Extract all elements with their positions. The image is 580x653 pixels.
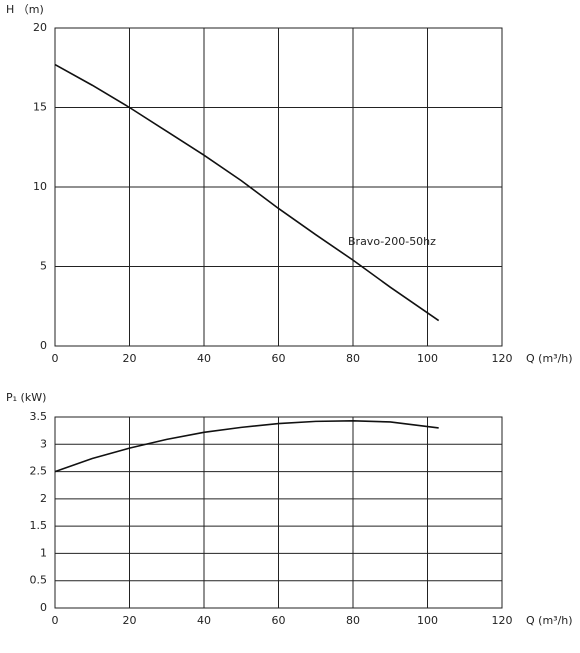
y-tick-label: 0 bbox=[40, 339, 47, 352]
x-tick-label: 80 bbox=[346, 352, 360, 365]
y-tick-label: 20 bbox=[33, 21, 47, 34]
y-tick-label: 0.5 bbox=[30, 574, 48, 587]
y-axis-label: P₁ (kW) bbox=[6, 391, 46, 404]
x-axis-label: Q (m³/h) bbox=[526, 614, 573, 627]
y-tick-label: 3 bbox=[40, 437, 47, 450]
x-tick-label: 60 bbox=[272, 614, 286, 627]
y-tick-label: 2.5 bbox=[30, 465, 48, 478]
series-label: Bravo-200-50hz bbox=[348, 235, 436, 248]
x-tick-label: 80 bbox=[346, 614, 360, 627]
x-tick-label: 120 bbox=[492, 614, 513, 627]
x-tick-label: 100 bbox=[417, 614, 438, 627]
x-axis-label: Q (m³/h) bbox=[526, 352, 573, 365]
y-tick-label: 15 bbox=[33, 101, 47, 114]
y-tick-label: 1 bbox=[40, 546, 47, 559]
data-line bbox=[54, 63, 440, 322]
y-tick-label: 0 bbox=[40, 601, 47, 614]
x-tick-label: 20 bbox=[123, 352, 137, 365]
y-tick-label: 3.5 bbox=[30, 410, 48, 423]
y-tick-label: 2 bbox=[40, 492, 47, 505]
x-tick-label: 20 bbox=[123, 614, 137, 627]
y-tick-label: 5 bbox=[40, 260, 47, 273]
x-tick-label: 0 bbox=[52, 352, 59, 365]
x-tick-label: 40 bbox=[197, 614, 211, 627]
x-tick-label: 100 bbox=[417, 352, 438, 365]
x-tick-label: 120 bbox=[492, 352, 513, 365]
x-tick-label: 40 bbox=[197, 352, 211, 365]
x-tick-label: 60 bbox=[272, 352, 286, 365]
y-axis-label: H （m) bbox=[6, 3, 44, 16]
y-tick-label: 1.5 bbox=[30, 519, 48, 532]
y-tick-label: 10 bbox=[33, 180, 47, 193]
x-tick-label: 0 bbox=[52, 614, 59, 627]
data-line bbox=[54, 420, 439, 473]
